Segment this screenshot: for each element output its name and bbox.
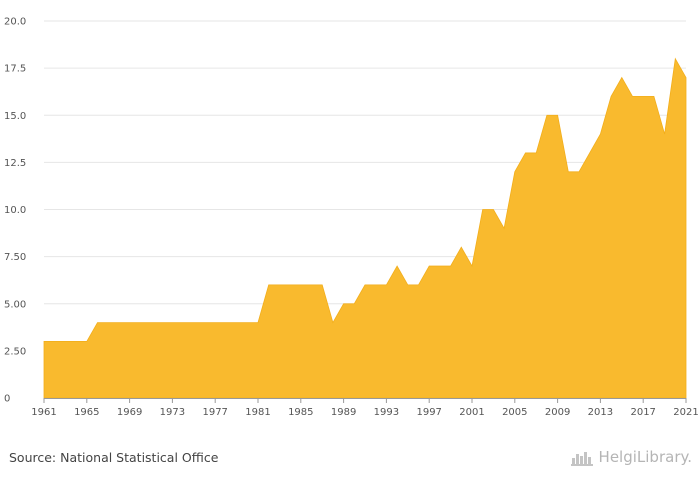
logo-text: HelgiLibrary. <box>598 448 692 466</box>
data-point <box>438 265 441 268</box>
data-point <box>417 283 420 286</box>
data-point <box>449 265 452 268</box>
area-series <box>43 57 688 399</box>
data-point <box>578 170 581 173</box>
data-point <box>685 76 688 79</box>
data-point <box>535 151 538 154</box>
y-tick-label: 10.0 <box>4 205 26 216</box>
data-point <box>289 283 292 286</box>
data-point <box>364 283 367 286</box>
data-point <box>545 114 548 117</box>
data-point <box>471 265 474 268</box>
data-point <box>428 265 431 268</box>
data-point <box>524 151 527 154</box>
data-point <box>331 321 334 324</box>
x-tick-label: 1997 <box>416 407 441 418</box>
data-point <box>674 57 677 60</box>
data-point <box>192 321 195 324</box>
data-point <box>503 227 506 230</box>
data-point <box>620 76 623 79</box>
data-point <box>117 321 120 324</box>
gridlines <box>44 20 686 352</box>
data-point <box>299 283 302 286</box>
y-tick-label: 2.50 <box>4 346 26 357</box>
x-tick-label: 2013 <box>588 407 613 418</box>
data-point <box>663 133 666 136</box>
data-point <box>43 340 46 343</box>
data-point <box>481 208 484 211</box>
helgilibrary-logo[interactable]: HelgiLibrary. <box>570 448 692 466</box>
x-tick-label: 2021 <box>673 407 698 418</box>
x-tick-label: 1989 <box>331 407 356 418</box>
y-tick-label: 5.00 <box>4 299 26 310</box>
source-note: Source: National Statistical Office <box>9 450 219 465</box>
data-point <box>588 151 591 154</box>
data-point <box>128 321 131 324</box>
data-point <box>652 95 655 98</box>
data-point <box>139 321 142 324</box>
x-tick-label: 2009 <box>545 407 570 418</box>
data-point <box>64 340 67 343</box>
x-tick-label: 1965 <box>74 407 99 418</box>
x-tick-label: 2005 <box>502 407 527 418</box>
y-tick-label: 7.50 <box>4 252 26 263</box>
data-point <box>310 283 313 286</box>
data-point <box>246 321 249 324</box>
x-tick-label: 1969 <box>117 407 142 418</box>
data-point <box>257 321 260 324</box>
data-point <box>107 321 110 324</box>
data-point <box>353 302 356 305</box>
data-point <box>75 340 78 343</box>
data-point <box>224 321 227 324</box>
x-tick-label: 1981 <box>245 407 270 418</box>
data-point <box>460 246 463 249</box>
data-point <box>321 283 324 286</box>
data-point <box>556 114 559 117</box>
x-axis: 1961 1965 1969 1973 1977 1981 1985 1989 1993 1997… <box>31 398 699 418</box>
x-tick-label: 1993 <box>374 407 399 418</box>
data-point <box>406 283 409 286</box>
data-point <box>203 321 206 324</box>
data-point <box>150 321 153 324</box>
y-tick-label: 15.0 <box>4 111 26 122</box>
data-point <box>492 208 495 211</box>
x-tick-label: 1973 <box>160 407 185 418</box>
data-point <box>599 133 602 136</box>
x-tick-label: 2017 <box>630 407 655 418</box>
area-chart: 1961 1965 1969 1973 1977 1981 1985 1989 1993 1997… <box>4 17 699 419</box>
data-point <box>214 321 217 324</box>
data-point <box>513 170 516 173</box>
data-point <box>53 340 56 343</box>
x-tick-label: 1977 <box>202 407 227 418</box>
data-point <box>631 95 634 98</box>
data-point <box>160 321 163 324</box>
data-point <box>385 283 388 286</box>
y-tick-label: 20.0 <box>4 17 26 28</box>
data-point <box>182 321 185 324</box>
data-point <box>342 302 345 305</box>
data-point <box>396 265 399 268</box>
library-logo-icon <box>570 452 593 466</box>
data-point <box>171 321 174 324</box>
area-fill <box>43 57 687 399</box>
data-point <box>96 321 99 324</box>
data-point <box>642 95 645 98</box>
x-tick-label: 1985 <box>288 407 313 418</box>
y-tick-label: 17.5 <box>4 64 26 75</box>
data-point <box>278 283 281 286</box>
data-point <box>235 321 238 324</box>
data-point <box>267 283 270 286</box>
data-point <box>374 283 377 286</box>
data-point <box>610 95 613 98</box>
y-axis: 0 2.50 5.00 7.50 10.0 12.5 15.0 17.5 20.0 <box>4 17 26 405</box>
data-point <box>567 170 570 173</box>
x-tick-label: 2001 <box>459 407 484 418</box>
x-tick-label: 1961 <box>31 407 56 418</box>
y-tick-label: 12.5 <box>4 158 26 169</box>
y-tick-label: 0 <box>4 394 10 405</box>
data-point <box>85 340 88 343</box>
